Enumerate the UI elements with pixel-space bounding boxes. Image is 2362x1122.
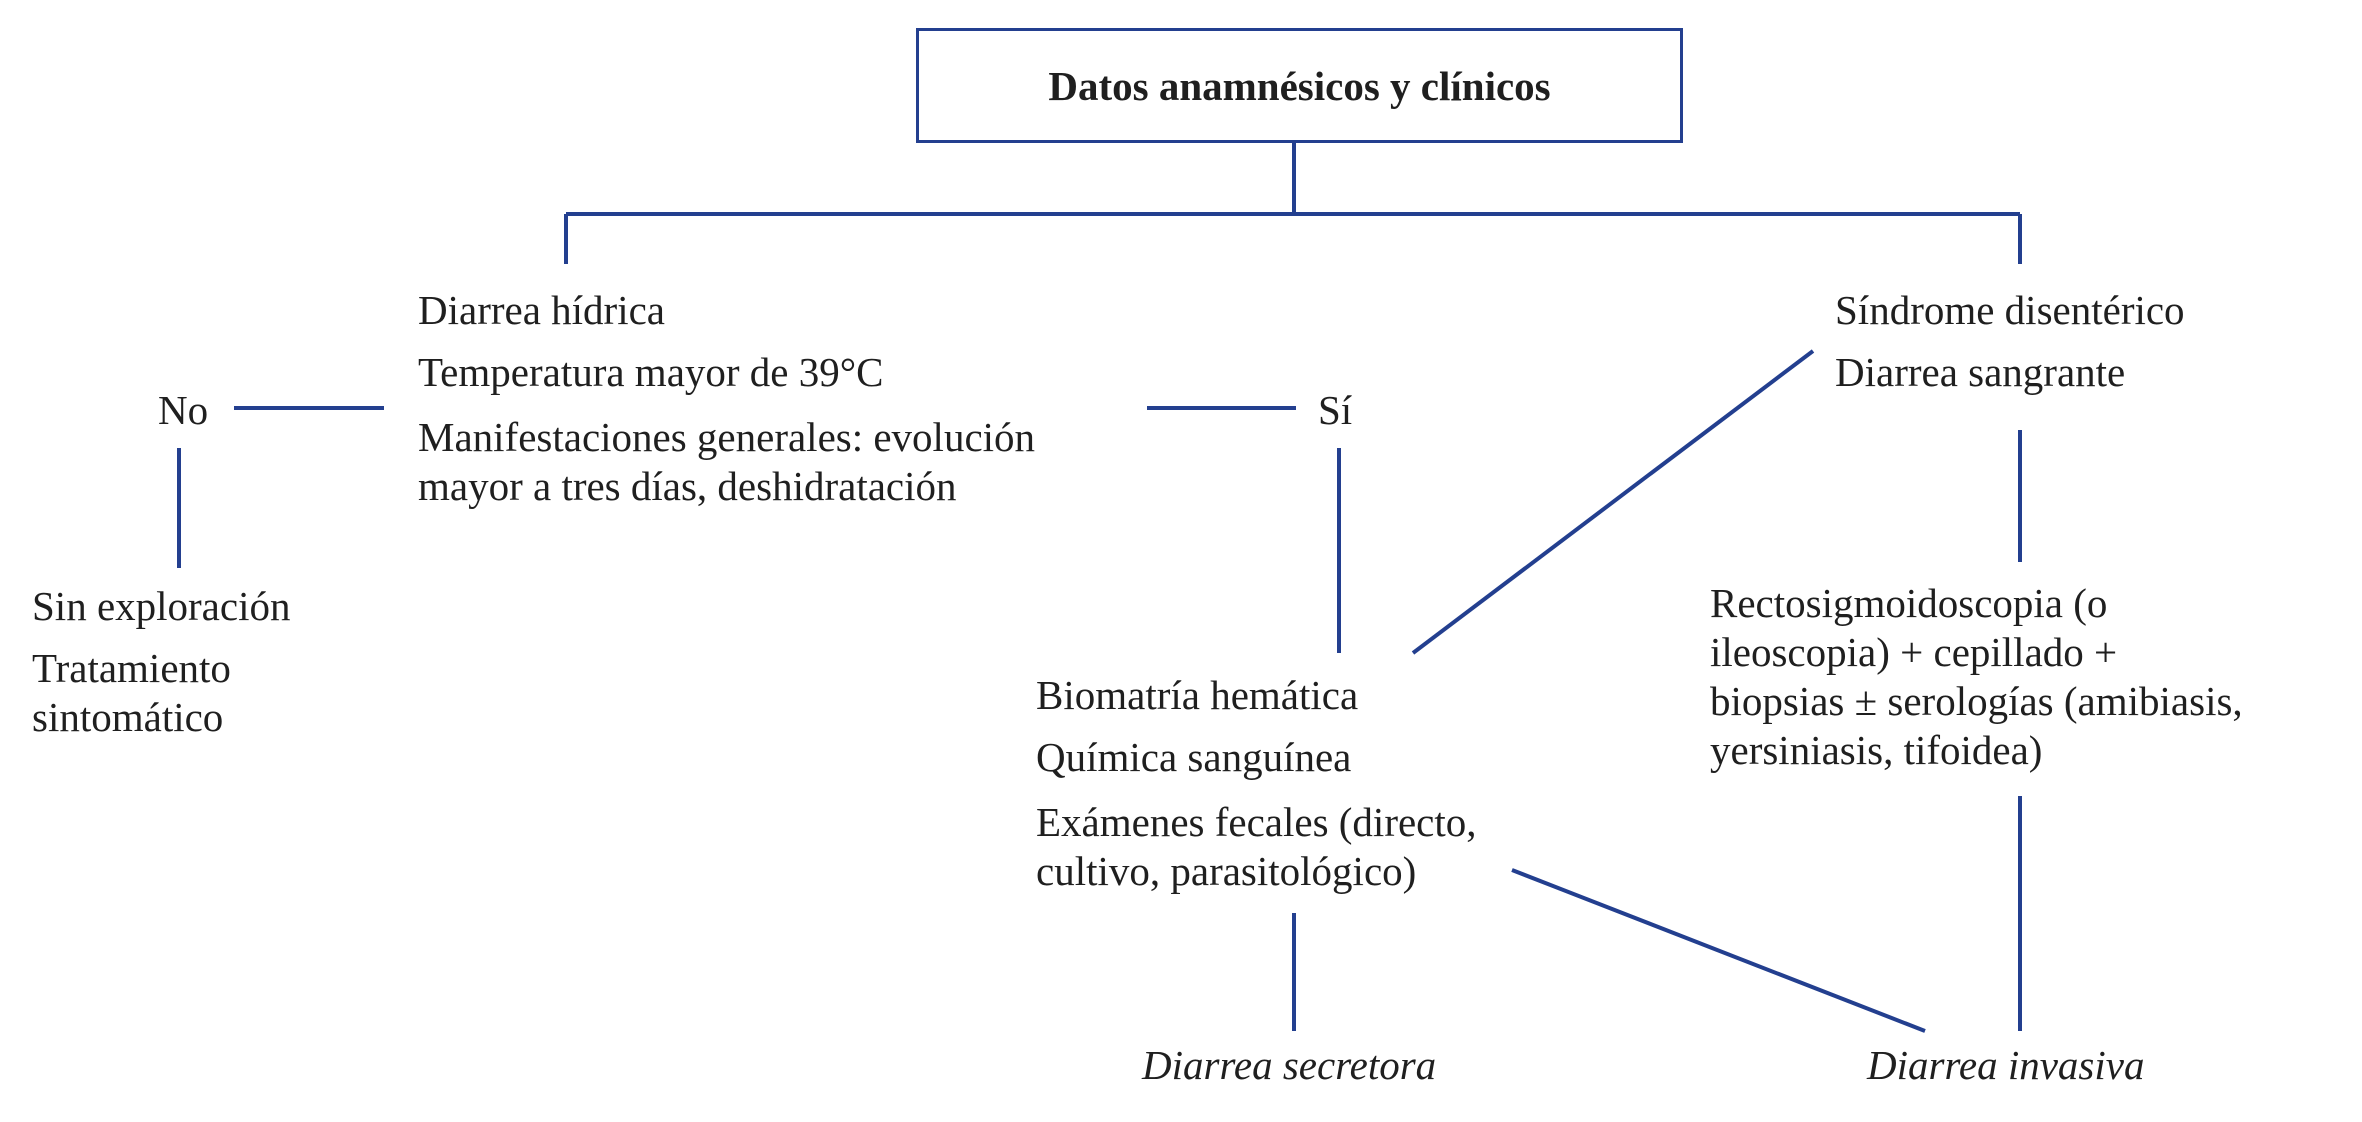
endoscopy-line4: yersiniasis, tifoidea) [1710, 727, 2043, 773]
stool-tests-line1: Exámenes fecales (directo, [1036, 799, 1477, 845]
no-label: No [158, 387, 209, 433]
invasive-diarrhea-outcome: Diarrea invasiva [1867, 1042, 2145, 1088]
general-manifestations-line2: mayor a tres días, deshidratación [418, 463, 957, 509]
si-label: Sí [1318, 387, 1353, 433]
connector-labs-to-invasive [1511, 868, 1926, 1033]
endoscopy-line2: ileoscopia) + cepillado + [1710, 629, 2118, 675]
temperature-label: Temperatura mayor de 39°C [418, 349, 884, 395]
blood-chemistry-label: Química sanguínea [1036, 734, 1352, 780]
general-manifestations-line1: Manifestaciones generales: evolución [418, 414, 1036, 460]
stool-tests-line2: cultivo, parasitológico) [1036, 848, 1417, 894]
treatment-label-line1: Tratamiento [32, 645, 231, 691]
endoscopy-line1: Rectosigmoidoscopia (o [1710, 580, 2108, 626]
blood-count-label: Biomatría hemática [1036, 672, 1359, 718]
secretory-diarrhea-outcome: Diarrea secretora [1142, 1042, 1437, 1088]
watery-diarrhea-label: Diarrea hídrica [418, 287, 665, 333]
treatment-label-line2: sintomático [32, 694, 224, 740]
title-text: Datos anamnésicos y clínicos [1048, 62, 1551, 109]
endoscopy-line3: biopsias ± serologías (amibiasis, [1710, 678, 2243, 724]
connector-dysentery-to-labs [1411, 349, 1815, 655]
no-exploration-label: Sin exploración [32, 583, 291, 629]
title-box: Datos anamnésicos y clínicos [916, 28, 1683, 143]
dysentery-syndrome-label: Síndrome disentérico [1835, 287, 2185, 333]
bloody-diarrhea-label: Diarrea sangrante [1835, 349, 2126, 395]
